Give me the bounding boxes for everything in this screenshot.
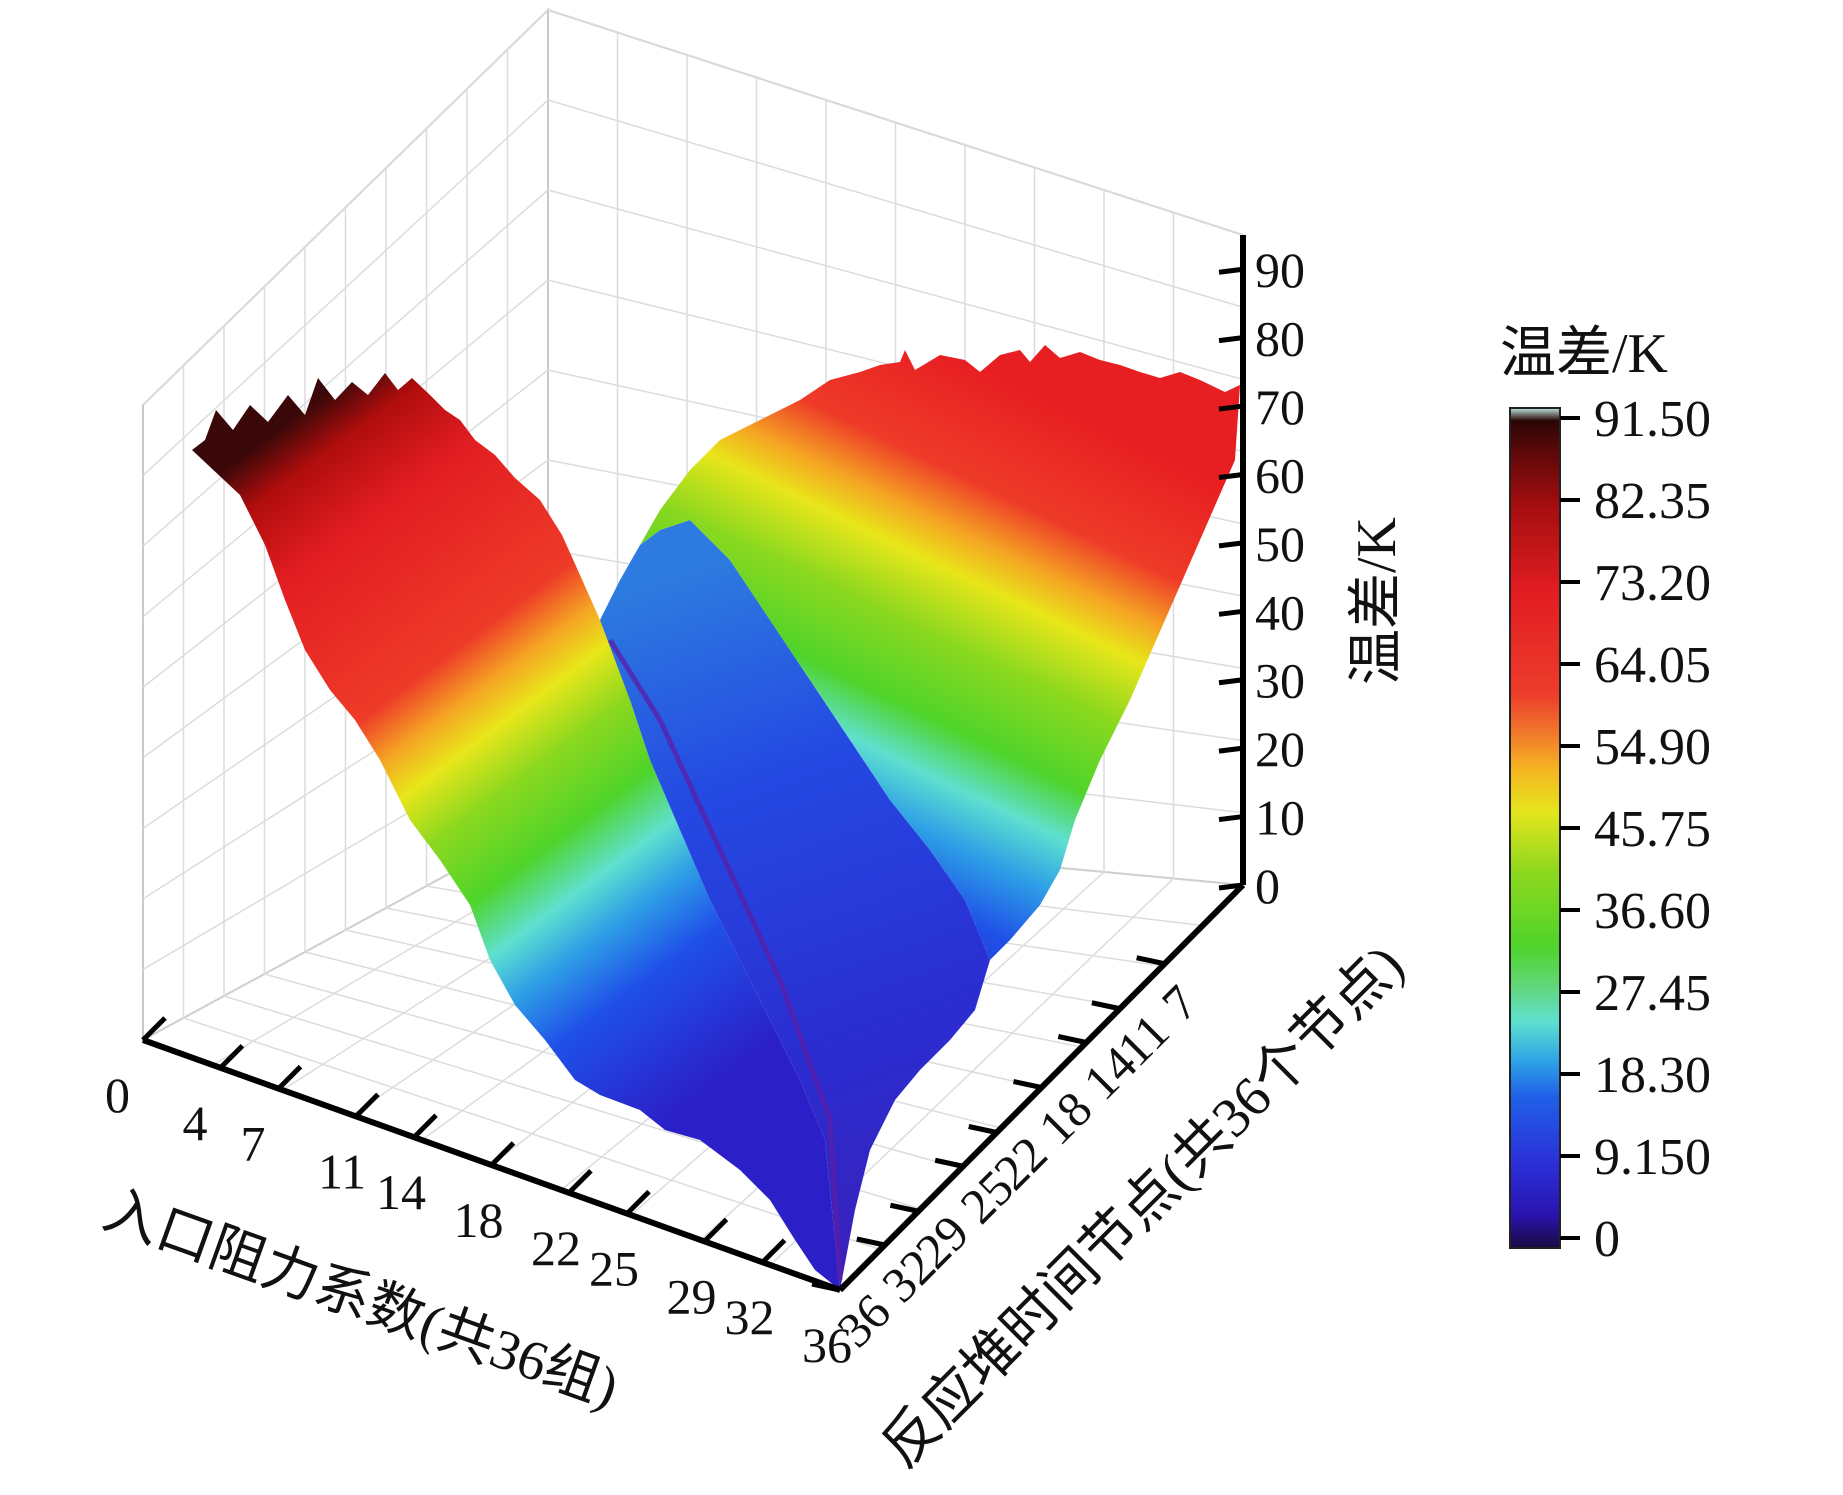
y-tick-mark bbox=[1091, 1000, 1121, 1012]
surface-valley bbox=[600, 520, 990, 1290]
x-tick-label: 0 bbox=[105, 1067, 130, 1123]
z-tick-mark bbox=[1218, 266, 1244, 275]
x-axis-title: 入口阻力系数(共36组) bbox=[96, 1179, 627, 1420]
colorbar-tick-label: 36.60 bbox=[1594, 883, 1711, 940]
y-tick-mark bbox=[1136, 955, 1166, 967]
z-tick-label: 80 bbox=[1255, 311, 1305, 367]
colorbar-tick-label: 0 bbox=[1594, 1211, 1620, 1268]
z-tick-label: 50 bbox=[1255, 516, 1305, 572]
colorbar: 温差/K 91.50 82.35 73.20 64.05 54.90 45.75 36.60… bbox=[1500, 323, 1711, 1268]
colorbar-title: 温差/K bbox=[1500, 323, 1668, 385]
colorbar-tick-label: 18.30 bbox=[1594, 1047, 1711, 1104]
y-tick-mark bbox=[934, 1157, 964, 1169]
x-tick-label: 4 bbox=[182, 1095, 207, 1151]
z-axis-title: 温差/K bbox=[1346, 517, 1408, 685]
z-tick-mark bbox=[1218, 882, 1244, 891]
x-tick-label: 14 bbox=[376, 1164, 426, 1220]
x-tick-label: 22 bbox=[531, 1220, 581, 1276]
colorbar-tick-label: 54.90 bbox=[1594, 719, 1711, 776]
colorbar-tick-label: 9.150 bbox=[1594, 1129, 1711, 1186]
surface-left-wing bbox=[192, 373, 840, 1290]
z-tick-label: 10 bbox=[1255, 790, 1305, 846]
x-tick-mark bbox=[567, 1169, 593, 1195]
colorbar-tick-label: 73.20 bbox=[1594, 555, 1711, 612]
z-tick-mark bbox=[1218, 403, 1244, 412]
colorbar-ticks: 91.50 82.35 73.20 64.05 54.90 45.75 36.60 27.45… bbox=[1560, 391, 1711, 1268]
x-tick-label: 36 bbox=[802, 1317, 852, 1373]
z-tick-mark bbox=[1218, 677, 1244, 686]
z-tick-mark bbox=[1218, 608, 1244, 617]
z-tick-label: 70 bbox=[1255, 379, 1305, 435]
x-tick-mark bbox=[838, 1266, 864, 1292]
x-tick-label: 7 bbox=[241, 1116, 266, 1172]
x-ticks: 0 4 7 11 14 18 22 25 29 32 36 bbox=[105, 1016, 864, 1373]
z-tick-mark bbox=[1218, 540, 1244, 549]
x-tick-mark bbox=[218, 1044, 245, 1070]
surface-right-wing bbox=[640, 345, 1240, 960]
colorbar-gradient bbox=[1509, 407, 1561, 1249]
x-tick-mark bbox=[276, 1064, 303, 1091]
surface-plot bbox=[192, 345, 1240, 1290]
x-tick-mark bbox=[625, 1189, 651, 1216]
colorbar-tick-label: 45.75 bbox=[1594, 801, 1711, 858]
y-tick-mark bbox=[889, 1202, 919, 1214]
x-tick-mark bbox=[354, 1092, 380, 1119]
x-tick-label: 11 bbox=[318, 1143, 366, 1199]
x-tick-label: 25 bbox=[589, 1241, 639, 1297]
x-tick-label: 18 bbox=[454, 1192, 504, 1248]
x-tick-label: 32 bbox=[725, 1289, 775, 1345]
colorbar-tick-label: 27.45 bbox=[1594, 965, 1711, 1022]
z-tick-mark bbox=[1218, 814, 1244, 823]
z-tick-label: 0 bbox=[1255, 858, 1280, 914]
z-tick-mark bbox=[1218, 471, 1244, 480]
z-tick-label: 40 bbox=[1255, 584, 1305, 640]
y-tick-mark bbox=[811, 1281, 841, 1293]
colorbar-tick-label: 64.05 bbox=[1594, 637, 1711, 694]
z-tick-label: 30 bbox=[1255, 653, 1305, 709]
colorbar-tick-label: 82.35 bbox=[1594, 473, 1711, 530]
x-tick-mark bbox=[702, 1217, 729, 1244]
x-tick-label: 29 bbox=[666, 1268, 716, 1324]
y-tick-mark bbox=[856, 1236, 886, 1248]
z-tick-mark bbox=[1218, 745, 1244, 754]
colorbar-tick-label: 91.50 bbox=[1594, 391, 1711, 448]
z-tick-label: 20 bbox=[1255, 721, 1305, 777]
z-tick-label: 90 bbox=[1255, 242, 1305, 298]
x-tick-mark bbox=[760, 1238, 787, 1264]
x-tick-mark bbox=[141, 1016, 167, 1042]
y-tick-mark bbox=[1057, 1034, 1087, 1045]
z-tick-mark bbox=[1218, 335, 1244, 344]
x-tick-mark bbox=[489, 1141, 516, 1167]
y-tick-mark bbox=[1012, 1079, 1043, 1090]
z-ticks: 0 10 20 30 40 50 60 70 80 90 bbox=[1218, 242, 1305, 914]
y-tick-mark bbox=[968, 1124, 998, 1135]
valley-ridge bbox=[607, 638, 843, 1281]
z-tick-label: 60 bbox=[1255, 447, 1305, 503]
x-tick-mark bbox=[412, 1113, 438, 1139]
